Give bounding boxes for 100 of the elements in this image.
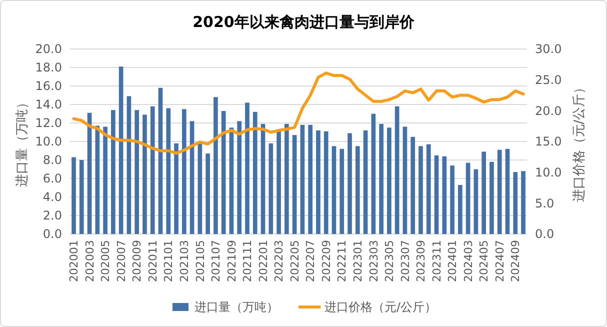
legend-label: 进口价格（元/公斤） [324,300,437,314]
y2-tick-label: 30.0 [535,42,562,56]
bar [458,184,462,234]
x-tick-label: 202105 [194,240,207,282]
bar [111,110,116,234]
bar [426,144,431,234]
x-tick-label: 202305 [383,240,396,282]
bar [252,112,258,234]
x-tick-label: 202111 [241,240,254,282]
bar [134,110,140,234]
bar [505,148,510,234]
bar [87,112,92,234]
bar [126,96,132,234]
x-tick-label: 202403 [462,240,475,282]
x-tick-label: 202003 [83,240,96,282]
y2-tick-label: 5.0 [535,196,554,210]
bar [316,130,320,234]
x-tick-label: 202011 [146,240,160,282]
bar [166,108,171,234]
y-tick-label: 12.0 [35,116,62,130]
bar [237,121,242,234]
bar [221,110,226,234]
bar [371,114,376,234]
y2-tick-label: 15.0 [535,134,562,149]
bar [245,102,250,234]
bar [418,146,423,234]
bar [150,106,155,234]
x-tick-label: 202207 [304,240,318,282]
y2-axis-title: 进口价格（元/公斤） [572,80,587,202]
bar [394,106,400,234]
bar [142,114,147,234]
bar [276,131,281,234]
x-tick-label: 202301 [351,240,364,282]
x-tick-label: 202107 [210,240,223,282]
bar [355,146,360,234]
bar [158,88,163,234]
chart-title: 2020年以来禽肉进口量与到岸价 [192,13,416,31]
bar [497,150,502,234]
x-tick-label: 202209 [320,240,333,282]
y-tick-label: 6.0 [42,172,62,186]
bar [450,166,454,234]
y-tick-label: 10.0 [35,134,62,149]
x-tick-label: 202201 [256,240,270,282]
y-tick-label: 2.0 [42,208,62,223]
bar [482,152,486,234]
bar [402,126,408,234]
x-tick-label: 202103 [178,240,191,282]
bar [410,136,416,234]
y-tick-label: 8.0 [42,153,62,168]
bar [521,171,526,234]
x-tick-label: 202405 [478,240,491,282]
bar [95,126,100,234]
bar [513,172,518,234]
bar [79,160,84,234]
bar [268,143,274,234]
x-tick-label: 202401 [446,240,460,282]
x-tick-label: 202005 [99,240,112,282]
bar [466,162,470,234]
bar [340,148,344,234]
x-tick-label: 202001 [68,240,81,282]
y-axis-title: 进口量（万吨） [15,96,30,187]
line-series [72,72,525,155]
legend-label: 进口量（万吨） [194,300,278,314]
x-tick-label: 202007 [114,240,128,282]
bar [174,143,178,234]
bar [229,128,234,234]
bar [206,154,210,234]
x-tick-label: 202205 [288,240,302,282]
y2-tick-label: 25.0 [535,73,562,88]
bar [72,157,76,234]
y-tick-label: 20.0 [35,42,62,56]
bar [198,142,202,234]
bar [182,109,186,234]
y-tick-label: 0.0 [42,227,62,242]
bar [292,135,297,234]
bar [474,169,478,234]
bar [348,133,352,234]
y-tick-label: 14.0 [35,98,62,112]
x-tick-label: 202203 [272,240,286,282]
bar [190,121,194,234]
bar [363,130,368,234]
bar [324,131,328,234]
x-tick-label: 202311 [430,240,444,282]
x-tick-label: 202109 [225,240,238,282]
y-tick-label: 4.0 [42,190,62,204]
bar [118,66,124,234]
y2-tick-label: 0.0 [535,227,554,242]
x-tick-label: 202303 [367,240,380,282]
bar [434,155,439,234]
bar [214,97,218,234]
x-tick-label: 202407 [493,240,506,282]
bar [300,124,305,234]
bar [332,146,336,234]
x-tick-label: 202009 [130,240,144,282]
bar [387,128,392,234]
x-tick-label: 202307 [398,240,412,282]
x-tick-label: 202409 [509,240,522,282]
x-tick-label: 202101 [162,240,176,282]
y-tick-label: 18.0 [35,60,62,75]
bar [308,124,312,234]
